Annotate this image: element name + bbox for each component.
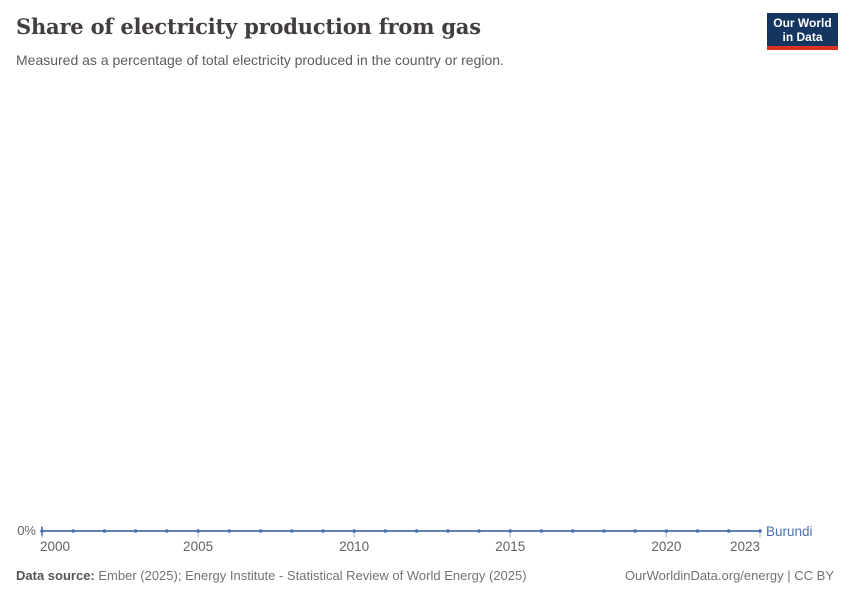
- data-point: [446, 529, 450, 533]
- data-point: [570, 529, 575, 533]
- data-point: [758, 529, 762, 533]
- credit-link[interactable]: OurWorldinData.org/energy | CC BY: [624, 568, 834, 583]
- data-source-text: Data source: Ember (2025); Energy Instit…: [16, 568, 527, 583]
- data-point: [383, 529, 388, 533]
- x-axis-tick-label: 2000: [40, 539, 71, 554]
- data-point: [133, 529, 138, 533]
- data-point: [539, 529, 544, 533]
- owid-logo-line2: in Data: [782, 29, 823, 44]
- data-point: [321, 529, 325, 533]
- x-axis-tick-label: 2020: [651, 539, 682, 554]
- data-point: [196, 529, 200, 533]
- data-point: [102, 529, 107, 533]
- chart-footer: Data source: Ember (2025); Energy Instit…: [0, 568, 850, 583]
- x-axis-tick-label: 2015: [495, 539, 526, 554]
- data-point: [602, 529, 606, 533]
- data-point: [352, 529, 356, 533]
- data-point: [508, 529, 513, 533]
- data-point: [414, 529, 419, 533]
- data-point: [71, 529, 76, 533]
- owid-logo-line1: Our World: [773, 15, 832, 30]
- data-point: [165, 529, 169, 533]
- entity-label: Burundi: [766, 524, 813, 539]
- y-axis-tick-label: 0%: [17, 523, 36, 538]
- data-point: [726, 529, 731, 533]
- data-point: [664, 529, 669, 533]
- x-axis-tick-label: 2010: [339, 539, 370, 554]
- x-axis-tick-label: 2023: [729, 539, 760, 554]
- owid-logo[interactable]: Our World in Data: [767, 13, 838, 50]
- chart-subtitle: Measured as a percentage of total electr…: [16, 52, 504, 68]
- data-point: [258, 529, 263, 533]
- data-point: [695, 529, 700, 533]
- chart-title: Share of electricity production from gas: [16, 14, 481, 39]
- data-point: [40, 529, 44, 533]
- data-source-value: Ember (2025); Energy Institute - Statist…: [94, 568, 527, 583]
- data-point: [227, 529, 232, 533]
- x-axis-tick-label: 2005: [183, 539, 214, 554]
- data-point: [289, 529, 294, 533]
- data-point: [633, 529, 637, 533]
- data-point: [477, 529, 481, 533]
- data-source-label: Data source:: [16, 568, 95, 583]
